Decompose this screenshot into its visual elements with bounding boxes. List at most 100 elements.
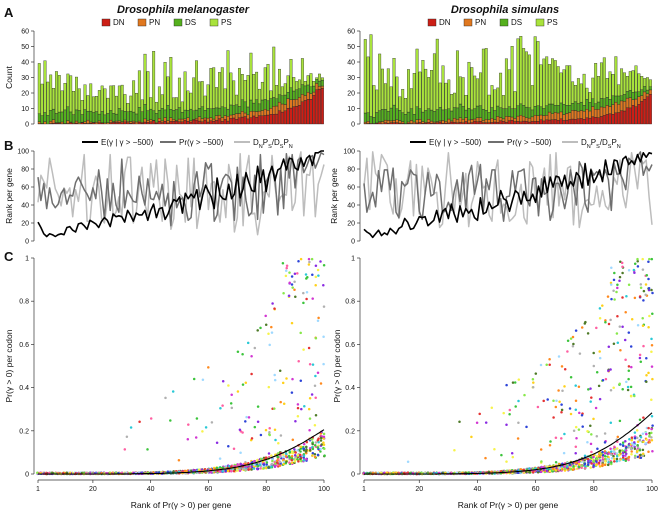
bar-pn [389, 120, 393, 123]
data-point [647, 450, 650, 454]
bar-ps [298, 79, 301, 89]
data-point [305, 297, 308, 301]
data-point [215, 466, 219, 470]
data-point [278, 460, 282, 464]
bar-dn [283, 110, 287, 125]
bar-ds [551, 103, 554, 114]
bar-ps [395, 76, 399, 109]
data-point [270, 462, 274, 466]
bar-pn [502, 118, 505, 122]
y-tick-label: 0.4 [19, 385, 29, 392]
bar-pn [597, 109, 600, 118]
bar-ps [539, 64, 543, 107]
bar-ds [628, 90, 632, 98]
bar-dn [539, 119, 543, 125]
bar-pn [206, 117, 210, 123]
bar-ds [605, 97, 609, 106]
bar-ps [249, 52, 253, 101]
bar-ps [435, 38, 439, 110]
data-point [241, 467, 245, 470]
bar-ds [223, 107, 227, 116]
data-point [545, 469, 549, 472]
trend-line [38, 429, 325, 475]
data-point [603, 432, 607, 435]
bar-pn [634, 98, 638, 107]
bar-ps [502, 95, 505, 109]
legend-label: PS [221, 18, 232, 27]
bar-ps [389, 86, 393, 109]
bar-dn [559, 118, 563, 125]
bar-pn [430, 120, 433, 124]
bar-ps [634, 65, 638, 93]
bar-pn [49, 121, 53, 124]
data-point [302, 442, 306, 446]
bar-dn [143, 121, 147, 125]
data-point [207, 366, 210, 369]
data-point [195, 417, 199, 420]
data-point [209, 468, 212, 471]
data-point [638, 353, 642, 357]
data-point [557, 355, 561, 358]
data-point [607, 369, 610, 373]
bar-dn [258, 115, 261, 125]
bar-dn [464, 121, 468, 125]
bar-ps [57, 75, 61, 113]
data-point [146, 448, 149, 451]
bar-ps [597, 76, 600, 103]
bar-ps [479, 72, 482, 106]
bar-ps [605, 78, 609, 98]
bar-pn [137, 120, 141, 123]
data-point [300, 459, 303, 463]
bar-ps [588, 92, 592, 103]
data-point [294, 295, 297, 298]
data-point [618, 275, 622, 279]
bar-ds [169, 109, 173, 118]
data-point [250, 464, 254, 468]
bar-pn [646, 93, 649, 97]
bar-ds [588, 102, 592, 112]
bar-dn [438, 121, 442, 125]
bar-dn [123, 121, 127, 125]
data-point [246, 341, 250, 345]
data-point [618, 382, 621, 386]
bar-ps [263, 67, 267, 100]
bar-ps [286, 75, 290, 93]
data-point [627, 365, 631, 368]
bar-ps [252, 74, 256, 104]
data-point [322, 305, 326, 308]
data-point [625, 295, 628, 298]
bar-ps [100, 85, 104, 112]
bar-pn [318, 86, 321, 90]
bar-ds [52, 108, 55, 120]
data-point [296, 272, 299, 275]
data-point [273, 373, 276, 377]
bar-ds [599, 98, 603, 108]
data-point [322, 362, 325, 366]
bar-ps [464, 94, 468, 111]
data-point [322, 443, 326, 446]
data-point [322, 432, 326, 436]
bar-pn [571, 110, 575, 120]
data-point [172, 470, 175, 473]
bar-ds [473, 108, 477, 120]
bar-ds [493, 110, 497, 120]
bar-dn [152, 120, 156, 125]
bar-pn [395, 119, 399, 123]
data-point [612, 450, 616, 453]
legend-label: DS [185, 18, 196, 27]
bar-ds [120, 110, 124, 122]
bar-dn [209, 120, 213, 125]
data-point [644, 442, 647, 445]
bar-ds [80, 114, 84, 123]
bar-dn [235, 119, 239, 125]
data-point [639, 435, 643, 439]
legend-swatch [209, 18, 219, 27]
bar-dn [197, 120, 201, 125]
data-point [311, 442, 314, 446]
data-point [138, 420, 141, 423]
data-point [229, 402, 233, 405]
data-point [633, 454, 637, 458]
bar-ds [398, 110, 402, 121]
bar-pn [66, 120, 70, 124]
bar-pn [455, 119, 459, 123]
